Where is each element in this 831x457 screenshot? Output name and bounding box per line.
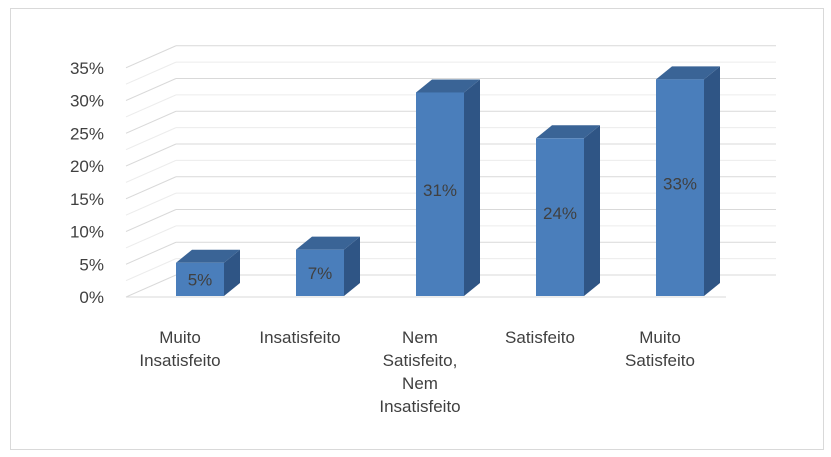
side-gridline bbox=[125, 110, 177, 134]
category-label-line: Satisfeito bbox=[505, 328, 575, 347]
category-label: Nem Satisfeito, Nem Insatisfeito bbox=[379, 328, 460, 416]
category-label-line: Nem bbox=[402, 328, 438, 347]
side-minor-gridline bbox=[125, 94, 177, 118]
bar bbox=[416, 79, 480, 296]
bar-top-face bbox=[296, 236, 360, 250]
y-tick-label: 35% bbox=[70, 59, 104, 78]
bar-top-face bbox=[656, 66, 720, 80]
bar-side-face bbox=[464, 79, 480, 296]
bar-top-face bbox=[536, 125, 600, 139]
bar-front-face bbox=[656, 79, 704, 296]
category-label-line: Nem bbox=[402, 374, 438, 393]
side-minor-gridline bbox=[125, 258, 177, 282]
category-label-line: Insatisfeito bbox=[379, 397, 460, 416]
bar-side-face bbox=[344, 236, 360, 296]
y-tick-label: 20% bbox=[70, 157, 104, 176]
bar bbox=[176, 249, 240, 296]
category-label: Insatisfeito bbox=[259, 328, 340, 347]
side-minor-gridline bbox=[125, 159, 177, 183]
data-labels: 5% 7% 31% 24% 33% bbox=[188, 175, 697, 290]
data-label: 31% bbox=[423, 181, 457, 200]
bar-side-face bbox=[584, 125, 600, 296]
bar-side-face bbox=[704, 66, 720, 296]
x-axis-categories: Muito Insatisfeito Insatisfeito Nem Satisfei… bbox=[139, 328, 695, 416]
y-tick-label: 25% bbox=[70, 124, 104, 143]
side-minor-gridline bbox=[125, 61, 177, 85]
bar bbox=[656, 66, 720, 296]
data-label: 33% bbox=[663, 175, 697, 194]
data-label: 5% bbox=[188, 270, 213, 289]
bar bbox=[536, 125, 600, 296]
side-minor-gridline bbox=[125, 192, 177, 216]
y-axis-ticks: 0% 5% 10% 15% 20% 25% 30% 35% bbox=[70, 59, 104, 307]
category-label-line: Satisfeito bbox=[625, 351, 695, 370]
bar-front-face bbox=[296, 249, 344, 296]
category-label-line: Muito bbox=[159, 328, 201, 347]
side-gridline bbox=[125, 45, 177, 69]
bar-top-face bbox=[176, 249, 240, 263]
y-tick-label: 10% bbox=[70, 223, 104, 242]
category-label-line: Insatisfeito bbox=[139, 351, 220, 370]
side-gridline bbox=[125, 209, 177, 232]
side-gridline bbox=[125, 241, 177, 265]
data-label: 24% bbox=[543, 204, 577, 223]
category-label: Satisfeito bbox=[505, 328, 575, 347]
category-label-line: Satisfeito, bbox=[383, 351, 458, 370]
y-tick-label: 0% bbox=[79, 288, 104, 307]
side-gridline bbox=[125, 78, 177, 101]
category-label-line: Muito bbox=[639, 328, 681, 347]
bars bbox=[176, 66, 720, 296]
category-label: Muito Insatisfeito bbox=[139, 328, 220, 370]
y-tick-label: 15% bbox=[70, 190, 104, 209]
bar bbox=[296, 236, 360, 296]
bar-top-face bbox=[416, 79, 480, 93]
side-minor-gridline bbox=[125, 127, 177, 151]
bar-side-face bbox=[224, 249, 240, 296]
category-label-line: Insatisfeito bbox=[259, 328, 340, 347]
y-tick-label: 5% bbox=[79, 255, 104, 274]
side-minor-gridline bbox=[125, 225, 177, 249]
category-label: Muito Satisfeito bbox=[625, 328, 695, 370]
data-label: 7% bbox=[308, 264, 333, 283]
bar-front-face bbox=[176, 262, 224, 296]
side-gridline bbox=[125, 143, 177, 167]
y-tick-label: 30% bbox=[70, 92, 104, 111]
side-gridline bbox=[125, 176, 177, 200]
bar-front-face bbox=[416, 92, 464, 296]
side-gridline bbox=[125, 274, 177, 298]
bar-front-face bbox=[536, 138, 584, 296]
